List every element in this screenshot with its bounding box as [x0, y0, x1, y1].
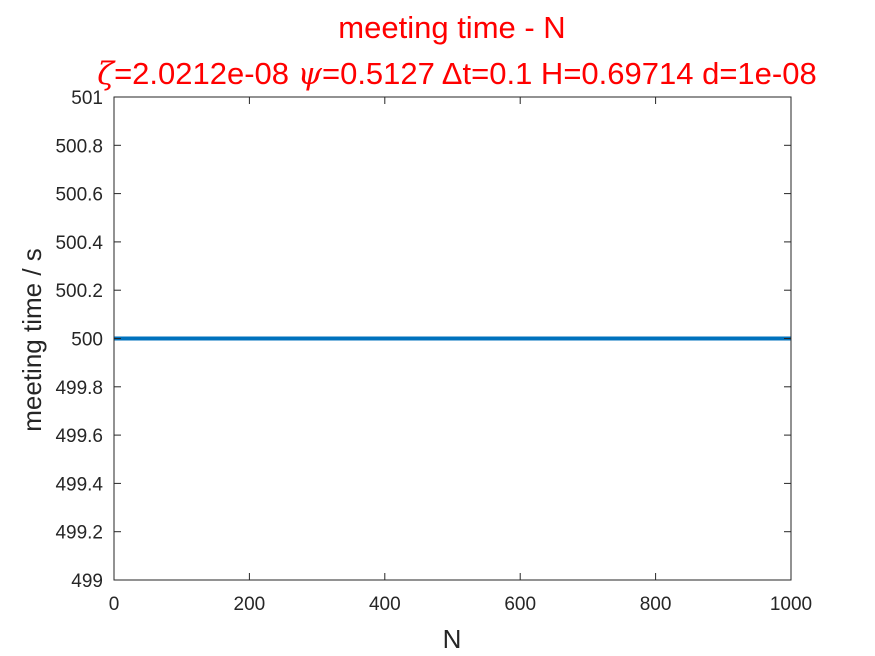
y-tick-label: 500.6 [55, 185, 103, 206]
psi-symbol: ψ [298, 56, 323, 92]
x-axis-label: N [443, 624, 462, 654]
y-tick-label: 499 [71, 571, 103, 592]
y-tick-label: 499.6 [55, 426, 103, 447]
chart-title: meeting time - N [338, 10, 565, 45]
y-axis-label: meeting time / s [17, 248, 47, 432]
x-tick-label: 800 [640, 594, 672, 615]
psi-value: =0.5127 [322, 56, 442, 91]
plot-area: 0 200 400 600 800 1000 499 499.2 499.4 499.6 499.8… [55, 88, 812, 615]
y-tick-label: 499.4 [55, 474, 103, 495]
x-tick-label: 0 [109, 594, 120, 615]
chart-subtitle: ζ=2.0212e-08 ψ=0.5127 Δt=0.1 H=0.69714 d… [97, 56, 816, 92]
zeta-symbol: ζ [97, 56, 116, 92]
y-tick-label: 500.4 [55, 233, 103, 254]
y-tick-label: 501 [71, 88, 103, 109]
y-tick-label: 500.8 [55, 136, 103, 157]
y-tick-label: 500 [71, 330, 103, 351]
y-tick-label: 499.2 [55, 523, 103, 544]
zeta-value: =2.0212e-08 [114, 56, 298, 91]
y-tick-label: 500.2 [55, 281, 103, 302]
x-tick-label: 400 [369, 594, 401, 615]
subtitle-params: Δt=0.1 H=0.69714 d=1e-08 [442, 56, 817, 91]
x-tick-label: 1000 [770, 594, 812, 615]
y-tick-label: 499.8 [55, 378, 103, 399]
x-tick-label: 600 [504, 594, 536, 615]
x-tick-label: 200 [234, 594, 266, 615]
